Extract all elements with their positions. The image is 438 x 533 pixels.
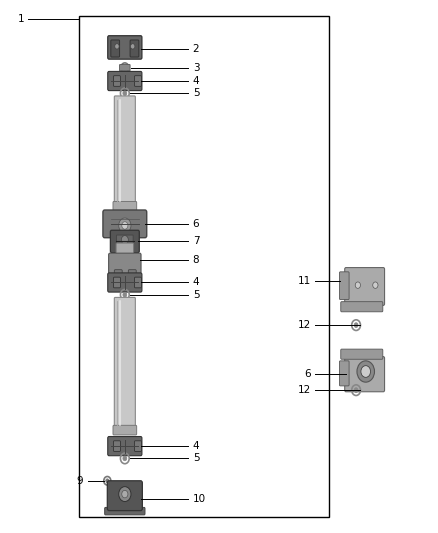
Text: 12: 12	[298, 320, 311, 330]
FancyBboxPatch shape	[134, 441, 141, 451]
FancyBboxPatch shape	[339, 272, 349, 300]
FancyBboxPatch shape	[113, 201, 137, 211]
Text: 3: 3	[193, 63, 199, 72]
FancyBboxPatch shape	[113, 441, 120, 451]
Circle shape	[122, 222, 128, 229]
Circle shape	[361, 366, 371, 377]
FancyBboxPatch shape	[130, 40, 139, 57]
FancyBboxPatch shape	[345, 357, 385, 392]
FancyBboxPatch shape	[113, 277, 120, 288]
Text: 6: 6	[193, 219, 199, 229]
Circle shape	[115, 44, 119, 49]
Circle shape	[357, 361, 374, 382]
FancyBboxPatch shape	[134, 277, 141, 288]
Circle shape	[123, 292, 127, 297]
FancyBboxPatch shape	[345, 268, 385, 305]
FancyBboxPatch shape	[114, 96, 135, 205]
Circle shape	[121, 236, 128, 244]
FancyBboxPatch shape	[113, 76, 120, 86]
Circle shape	[354, 322, 358, 327]
Circle shape	[355, 282, 360, 288]
FancyBboxPatch shape	[111, 40, 120, 57]
Text: 1: 1	[18, 14, 25, 23]
FancyBboxPatch shape	[134, 76, 141, 86]
Text: 7: 7	[193, 237, 199, 246]
Text: 11: 11	[298, 276, 311, 286]
Circle shape	[131, 44, 135, 49]
FancyBboxPatch shape	[341, 349, 383, 359]
FancyBboxPatch shape	[110, 230, 139, 253]
FancyBboxPatch shape	[107, 481, 142, 511]
FancyBboxPatch shape	[339, 361, 349, 386]
FancyBboxPatch shape	[108, 36, 142, 59]
FancyBboxPatch shape	[116, 243, 134, 256]
Bar	[79, 16, 328, 517]
Text: 12: 12	[298, 385, 311, 395]
Circle shape	[373, 282, 378, 288]
Circle shape	[119, 218, 131, 233]
Text: 4: 4	[193, 278, 199, 287]
Circle shape	[354, 387, 358, 392]
Circle shape	[119, 487, 131, 502]
FancyBboxPatch shape	[114, 297, 135, 429]
Text: 10: 10	[193, 495, 206, 504]
Text: 6: 6	[304, 369, 311, 379]
FancyBboxPatch shape	[108, 437, 142, 456]
FancyBboxPatch shape	[103, 210, 147, 238]
Circle shape	[123, 456, 127, 461]
FancyBboxPatch shape	[113, 425, 137, 435]
Circle shape	[123, 91, 127, 96]
Text: 5: 5	[193, 88, 199, 98]
FancyBboxPatch shape	[108, 71, 142, 91]
FancyBboxPatch shape	[114, 270, 122, 280]
FancyBboxPatch shape	[341, 302, 383, 312]
FancyBboxPatch shape	[120, 64, 130, 71]
Circle shape	[123, 66, 127, 70]
FancyBboxPatch shape	[128, 270, 136, 280]
Circle shape	[106, 479, 109, 483]
FancyBboxPatch shape	[109, 253, 141, 273]
Text: 5: 5	[193, 454, 199, 463]
FancyBboxPatch shape	[117, 235, 133, 248]
Text: 9: 9	[77, 476, 83, 486]
Circle shape	[122, 490, 128, 498]
Text: 8: 8	[193, 255, 199, 265]
Text: 2: 2	[193, 44, 199, 54]
Text: 5: 5	[193, 290, 199, 300]
Text: 4: 4	[193, 76, 199, 86]
FancyBboxPatch shape	[105, 507, 145, 515]
FancyBboxPatch shape	[108, 273, 142, 292]
Text: 4: 4	[193, 441, 199, 451]
